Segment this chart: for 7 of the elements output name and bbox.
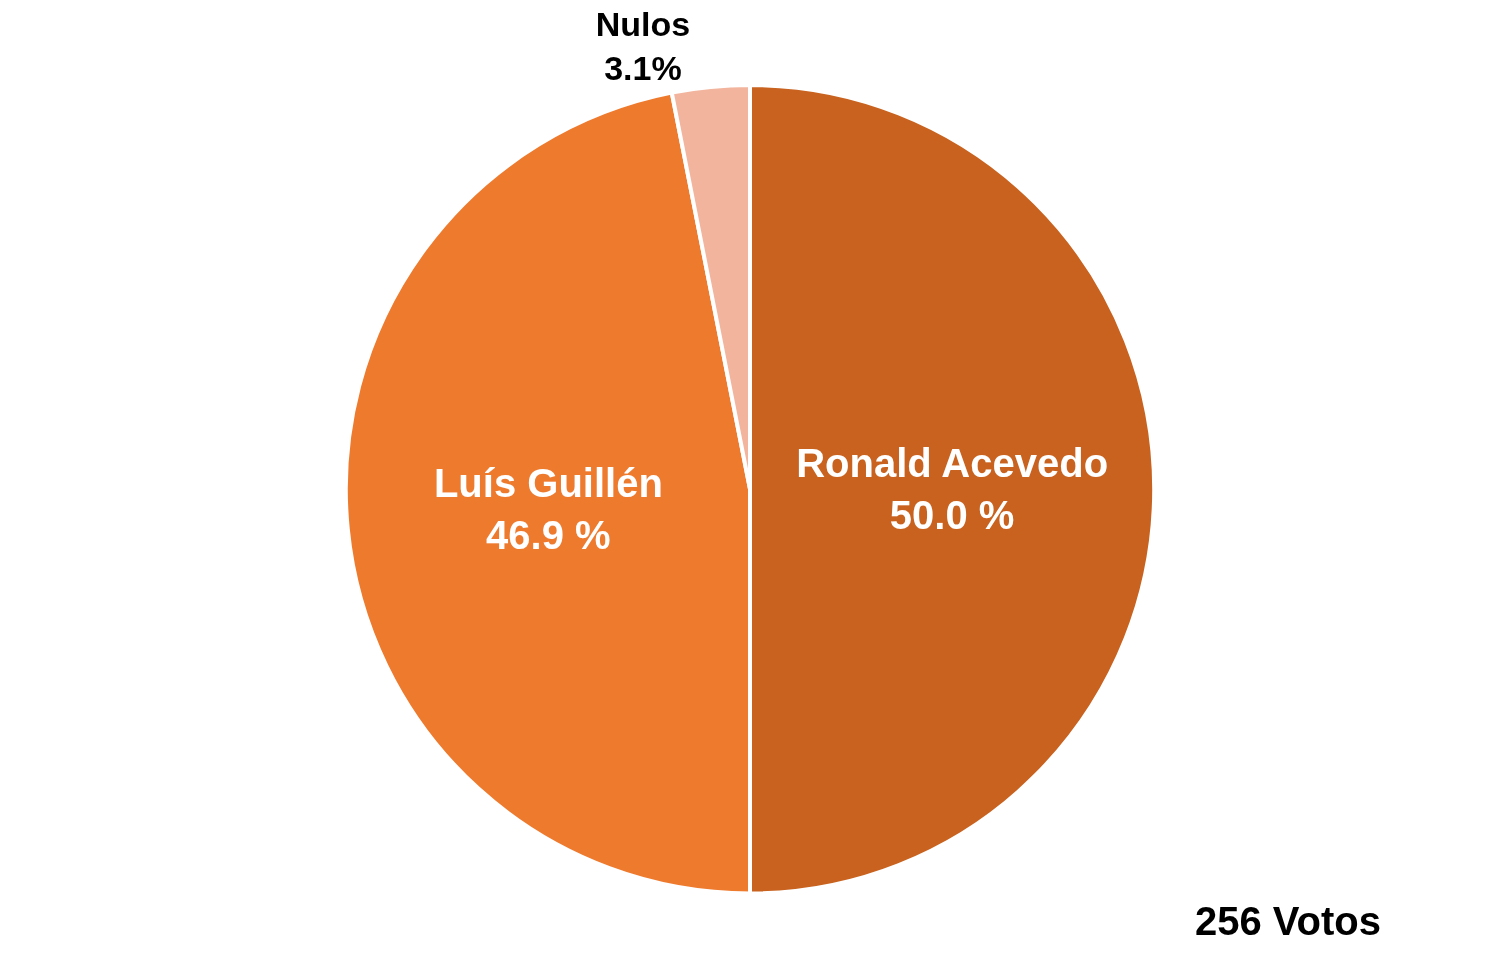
text: 256 Votos [1195,899,1381,943]
data-label: 3.1% [604,49,682,88]
slice-label: Nulos [595,5,691,44]
data-label: 46.9 % [486,512,611,557]
data-label: 50.0 % [889,493,1015,538]
slice-label: Luís Guillén [433,460,663,505]
slice-label: Ronald Acevedo [796,441,1109,486]
